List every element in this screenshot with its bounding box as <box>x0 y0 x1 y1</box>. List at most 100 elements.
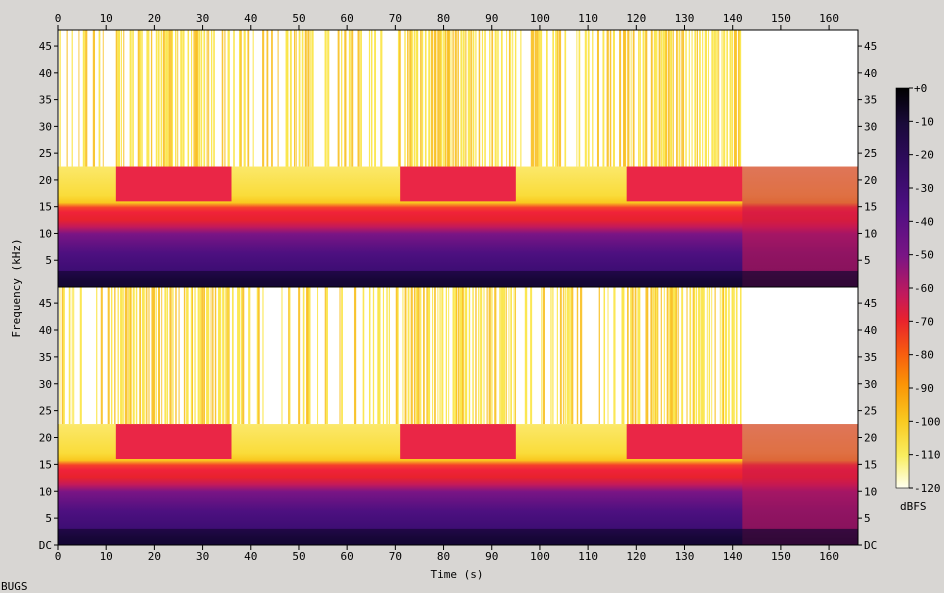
y-tick-label: 5 <box>45 512 52 525</box>
y-tick-label: 45 <box>39 40 52 53</box>
energy-streak <box>437 287 439 425</box>
energy-streak <box>410 287 413 425</box>
energy-streak <box>308 287 311 425</box>
energy-streak <box>100 287 103 425</box>
energy-streak <box>233 30 235 167</box>
energy-streak <box>558 30 562 167</box>
energy-streak <box>457 287 460 425</box>
energy-streak <box>532 30 535 167</box>
energy-streak <box>415 287 419 425</box>
energy-streak <box>168 30 171 167</box>
bright-section <box>626 424 743 459</box>
energy-streak <box>370 30 373 167</box>
energy-streak <box>443 30 445 167</box>
energy-streak <box>141 287 145 425</box>
energy-streak <box>538 30 541 167</box>
energy-streak <box>650 287 653 425</box>
energy-streak <box>660 287 662 425</box>
energy-streak <box>257 287 260 425</box>
energy-streak <box>286 30 289 167</box>
y-tick-label: 40 <box>39 67 52 80</box>
energy-streak <box>440 30 443 167</box>
energy-streak <box>556 287 558 425</box>
energy-streak <box>368 287 371 425</box>
energy-streak <box>739 30 742 167</box>
energy-streak <box>678 30 680 167</box>
energy-streak <box>555 30 557 167</box>
y-tick-label: 40 <box>39 324 52 337</box>
footer-label: BUGS <box>1 580 28 593</box>
energy-streak <box>670 287 672 425</box>
energy-streak <box>195 30 199 167</box>
energy-streak <box>486 287 488 425</box>
energy-streak <box>494 30 497 167</box>
energy-streak <box>339 287 341 425</box>
x-tick-label: 120 <box>626 550 646 563</box>
y-tick-label: 35 <box>39 94 52 107</box>
energy-streak <box>510 30 512 167</box>
energy-streak <box>433 30 437 167</box>
energy-streak <box>735 287 738 425</box>
energy-streak <box>524 287 527 425</box>
energy-streak <box>374 30 377 167</box>
energy-streak <box>711 287 713 425</box>
energy-streak <box>475 30 477 167</box>
energy-streak <box>512 30 514 167</box>
energy-streak <box>559 287 562 425</box>
energy-streak <box>150 30 153 167</box>
energy-streak <box>437 30 440 167</box>
energy-streak <box>740 287 742 425</box>
energy-streak <box>698 287 701 425</box>
energy-streak <box>98 30 101 167</box>
energy-streak <box>562 287 564 425</box>
energy-streak <box>452 287 455 425</box>
energy-streak <box>161 287 163 425</box>
energy-streak <box>227 30 230 167</box>
y-tick-label: 35 <box>864 351 877 364</box>
energy-streak <box>102 30 104 167</box>
bright-section <box>115 424 232 459</box>
energy-streak <box>304 30 307 167</box>
energy-streak <box>120 30 122 167</box>
colorbar-label: dBFS <box>900 500 927 513</box>
energy-streak <box>127 287 129 425</box>
energy-streak <box>545 30 548 167</box>
x-tick-label: 0 <box>55 12 62 25</box>
energy-streak <box>219 287 222 425</box>
x-tick-label: 0 <box>55 550 62 563</box>
energy-streak <box>723 30 726 167</box>
energy-streak <box>480 287 483 425</box>
energy-streak <box>324 30 327 167</box>
energy-streak <box>470 30 472 167</box>
colorbar-tick-label: -60 <box>914 282 934 295</box>
energy-streak <box>576 30 578 167</box>
colorbar: +0 -10 -20 -30 -40 -50 -60 -70 -80 -90 -100 -110 -12… <box>895 82 941 513</box>
bright-section <box>626 166 743 202</box>
energy-streak <box>348 30 351 167</box>
energy-streak <box>631 287 634 425</box>
y-axis-left-ticks: 5 10 15 20 25 30 35 40 45 DC 5 10 15 20 25 30 35 40 45 <box>39 40 58 552</box>
energy-streak <box>180 30 183 167</box>
energy-streak <box>167 30 169 167</box>
energy-streak <box>242 287 245 425</box>
energy-streak <box>174 30 177 167</box>
energy-streak <box>660 30 662 167</box>
y-tick-label: 25 <box>864 405 877 418</box>
energy-streak <box>472 287 474 425</box>
energy-streak <box>298 30 301 167</box>
y-tick-label: 25 <box>39 405 52 418</box>
energy-streak <box>500 287 503 425</box>
energy-streak <box>129 30 132 167</box>
energy-streak <box>721 287 724 425</box>
energy-streak <box>450 30 452 167</box>
energy-streak <box>238 287 241 425</box>
energy-streak <box>164 287 167 425</box>
energy-streak <box>462 30 465 167</box>
energy-streak <box>645 287 648 425</box>
energy-streak <box>568 287 570 425</box>
energy-streak <box>427 287 430 425</box>
energy-streak <box>155 30 158 167</box>
channel-2-spectrogram <box>57 286 859 546</box>
energy-streak <box>170 30 172 167</box>
energy-streak <box>420 30 422 167</box>
